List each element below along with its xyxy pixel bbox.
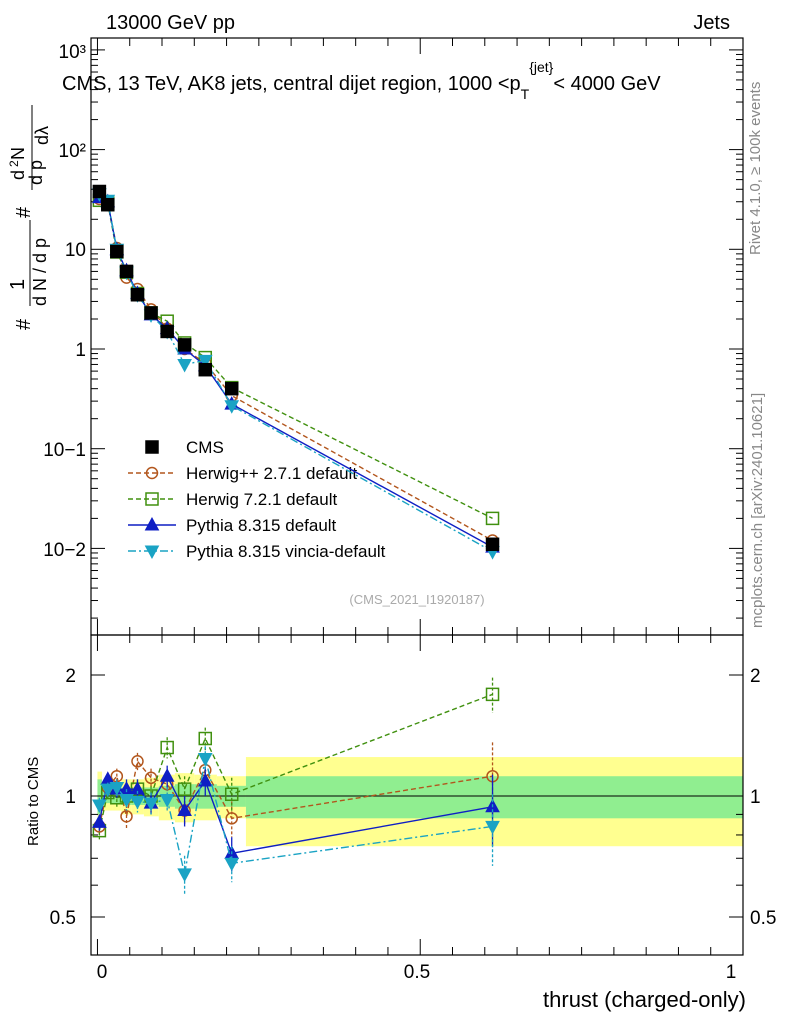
plot-layer bbox=[90, 37, 744, 956]
analysis-watermark: (CMS_2021_I1920187) bbox=[349, 592, 484, 607]
main-point-cms-5 bbox=[144, 306, 158, 320]
main-point-cms-0 bbox=[92, 184, 107, 199]
ratio-ytick-left-1: 1 bbox=[65, 787, 76, 808]
xtick-labels: 0 0.5 1 bbox=[97, 962, 737, 983]
ratio-point-vincia-8 bbox=[197, 752, 213, 767]
main-point-vincia-9 bbox=[224, 400, 240, 414]
ratio-point-pythia-4 bbox=[130, 781, 145, 795]
legend-marker-cms bbox=[145, 440, 159, 454]
x-axis-label: thrust (charged-only) bbox=[543, 987, 746, 1012]
ratio-point-pythia-7 bbox=[177, 802, 192, 817]
ytick-label-100: 10² bbox=[59, 141, 86, 162]
ratio-frame bbox=[90, 634, 744, 956]
main-point-cms-7 bbox=[177, 338, 192, 352]
svg-text:1: 1 bbox=[7, 279, 29, 290]
ratio-point-vincia-7 bbox=[177, 868, 192, 882]
xtick-label-0: 0 bbox=[97, 962, 108, 983]
legend: CMS Herwig++ 2.7.1 default Herwig 7.2.1 … bbox=[128, 438, 386, 561]
ytick-label-1: 1 bbox=[75, 340, 86, 361]
main-point-cms-2 bbox=[110, 244, 124, 259]
svg-text:d: d bbox=[8, 170, 28, 180]
ytick-label-1e-1: 10−1 bbox=[43, 440, 86, 461]
main-point-cms-3 bbox=[119, 264, 134, 279]
ratio-point-herwig7-7 bbox=[177, 782, 192, 796]
ratio-point-herwigpp-9 bbox=[225, 812, 238, 825]
ratio-point-vincia-4 bbox=[130, 795, 145, 810]
ratio-ylabel: Ratio to CMS bbox=[25, 757, 42, 846]
main-point-cms-9 bbox=[224, 381, 239, 396]
ytick-label-1e-2: 10−2 bbox=[43, 540, 86, 561]
ratio-point-herwigpp-4 bbox=[131, 755, 144, 768]
legend-label-herwigpp: Herwig++ 2.7.1 default bbox=[186, 464, 357, 483]
ratio-point-vincia-10 bbox=[485, 820, 500, 835]
svg-text:dλ: dλ bbox=[32, 126, 52, 145]
main-point-vincia-8 bbox=[197, 354, 213, 369]
ratio-point-vincia-3 bbox=[119, 794, 134, 808]
plot-title: CMS, 13 TeV, AK8 jets, central dijet reg… bbox=[62, 59, 661, 102]
ratio-ytick-left-0.5: 0.5 bbox=[50, 908, 76, 929]
ratio-point-pythia-8 bbox=[197, 772, 213, 787]
ratio-line-herwig7 bbox=[98, 693, 493, 831]
main-point-herwig7-10 bbox=[485, 511, 500, 526]
ratio-point-pythia-6 bbox=[159, 768, 175, 782]
cms-stat-band-0 bbox=[97, 779, 102, 815]
ytick-label-10: 10 bbox=[65, 240, 86, 261]
svg-text:d p: d p bbox=[26, 160, 46, 185]
ratio-point-herwig7-9 bbox=[224, 787, 239, 802]
ratio-point-vincia-6 bbox=[159, 794, 175, 808]
ratio-ytick-right-2: 2 bbox=[750, 666, 761, 687]
main-point-cms-8 bbox=[198, 362, 213, 377]
ratio-point-vincia-1 bbox=[100, 783, 116, 798]
ratio-point-herwig7-10 bbox=[485, 687, 500, 702]
main-point-cms-1 bbox=[101, 197, 115, 212]
ratio-point-vincia-5 bbox=[143, 797, 159, 812]
ratio-point-vincia-2 bbox=[109, 781, 125, 796]
svg-text:#: # bbox=[13, 318, 35, 330]
header-left: 13000 GeV pp bbox=[106, 12, 235, 34]
ytick-label-1000: 10³ bbox=[59, 42, 86, 63]
svg-text:2: 2 bbox=[7, 160, 21, 167]
svg-text:d N / d p: d N / d p bbox=[30, 238, 50, 306]
legend-marker-vincia bbox=[144, 545, 160, 560]
ratio-point-pythia-0 bbox=[92, 814, 107, 828]
legend-label-cms: CMS bbox=[186, 438, 224, 457]
mcplots-label: mcplots.cern.ch [arXiv:2401.10621] bbox=[749, 393, 766, 628]
ratio-point-vincia-0 bbox=[92, 799, 107, 814]
ratio-point-vincia-9 bbox=[224, 857, 240, 872]
xtick-label-0.5: 0.5 bbox=[404, 962, 430, 983]
header-right: Jets bbox=[693, 12, 730, 34]
legend-marker-herwigpp bbox=[145, 466, 159, 480]
legend-label-pythia: Pythia 8.315 default bbox=[186, 516, 337, 535]
rivet-label: Rivet 4.1.0, ≥ 100k events bbox=[747, 82, 764, 255]
ratio-ytick-labels: 0.5 1 2 0.5 1 2 bbox=[50, 666, 777, 929]
main-point-cms-10 bbox=[485, 537, 500, 552]
ratio-ytick-left-2: 2 bbox=[65, 666, 76, 687]
ratio-point-herwigpp-3 bbox=[120, 810, 133, 823]
ratio-ytick-right-0.5: 0.5 bbox=[750, 908, 776, 929]
legend-label-herwig7: Herwig 7.2.1 default bbox=[186, 490, 337, 509]
legend-marker-herwig7 bbox=[145, 492, 159, 506]
ratio-point-herwig7-8 bbox=[198, 731, 213, 746]
legend-label-vincia: Pythia 8.315 vincia-default bbox=[186, 542, 386, 561]
svg-text:#: # bbox=[13, 206, 35, 218]
main-point-cms-4 bbox=[130, 288, 145, 302]
legend-marker-pythia bbox=[144, 516, 160, 531]
main-point-cms-6 bbox=[160, 324, 174, 339]
main-point-vincia-7 bbox=[177, 358, 192, 373]
svg-text:N: N bbox=[8, 147, 28, 160]
ratio-ytick-right-1: 1 bbox=[750, 787, 761, 808]
main-ylabel: # 1 d N / d p # d p d 2 N dλ bbox=[7, 105, 52, 330]
ratio-point-herwig7-6 bbox=[160, 740, 174, 755]
xtick-label-1: 1 bbox=[726, 962, 737, 983]
main-ytick-labels: 10−2 10−1 1 10 10² 10³ bbox=[43, 42, 86, 561]
